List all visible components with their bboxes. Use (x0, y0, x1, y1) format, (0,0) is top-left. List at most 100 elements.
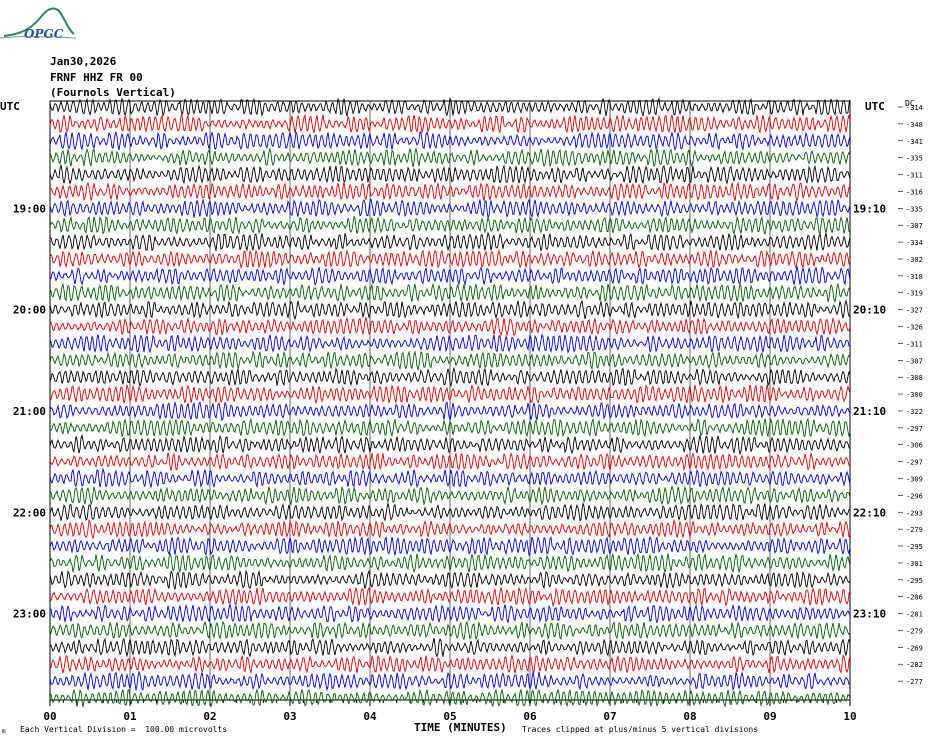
dc-offset-label: -295 (906, 543, 923, 551)
location-label: (Fournols Vertical) (50, 86, 176, 99)
dc-offset-label: -335 (906, 155, 923, 163)
seismic-trace (49, 282, 851, 304)
dc-offset-label: -318 (906, 273, 923, 281)
seismic-trace (49, 147, 851, 168)
x-tick-label: 05 (443, 710, 456, 723)
seismic-trace (49, 467, 851, 489)
seismic-trace (49, 400, 851, 422)
x-tick-label: 02 (203, 710, 216, 723)
right-hour-label: 23:10 (853, 608, 886, 621)
seismic-trace (49, 249, 851, 270)
seismic-trace (49, 265, 851, 287)
x-tick-label: 08 (683, 710, 696, 723)
x-tick-label: 00 (43, 710, 56, 723)
dc-offset-label: -307 (906, 222, 923, 230)
seismic-trace (49, 551, 851, 574)
dc-offset-label: -269 (906, 644, 923, 652)
dc-offset-label: -322 (906, 408, 923, 416)
x-tick-label: 01 (123, 710, 137, 723)
dc-offset-label: -316 (906, 188, 923, 196)
x-tick-label: 07 (603, 710, 616, 723)
seismic-trace (49, 653, 851, 675)
clip-note: Traces clipped at plus/minus 5 vertical … (522, 725, 759, 734)
seismic-trace (49, 215, 851, 236)
opgc-logo (0, 7, 77, 39)
seismic-trace (49, 181, 851, 202)
dc-offset-label: -311 (906, 340, 923, 348)
dc-offset-label: -348 (906, 121, 923, 129)
seismic-trace (49, 569, 851, 590)
left-hour-label: 23:00 (13, 608, 46, 621)
seismic-trace (49, 299, 851, 321)
dc-offset-label: -308 (906, 374, 923, 382)
seismic-trace (49, 96, 851, 118)
dc-offset-label: -302 (906, 256, 923, 264)
dc-offset-label: -279 (906, 526, 923, 534)
dc-offset-label: -327 (906, 307, 923, 315)
seismic-trace (49, 688, 851, 709)
seismic-trace (49, 535, 851, 557)
right-hour-label: 22:10 (853, 506, 886, 519)
seismic-trace (49, 350, 851, 372)
dc-offset-label: -307 (906, 357, 923, 365)
seismic-trace (49, 433, 851, 456)
date-label: Jan30,2026 (50, 55, 117, 68)
seismic-trace (49, 620, 851, 641)
seismic-trace (49, 501, 851, 522)
dc-offset-label: -319 (906, 290, 923, 298)
seismic-trace (49, 333, 851, 354)
x-tick-label: 03 (283, 710, 296, 723)
x-tick-label: 06 (523, 710, 537, 723)
seismic-trace (49, 113, 851, 135)
left-hour-label: 20:00 (13, 304, 46, 317)
dc-offset-label: -296 (906, 492, 923, 500)
seismic-trace (49, 451, 851, 472)
dc-offset-label: -309 (906, 475, 923, 483)
logo-text: OPGC (24, 27, 64, 41)
dc-offset-label: -282 (906, 661, 923, 669)
seismic-trace (49, 383, 851, 405)
x-tick-label: 04 (363, 710, 377, 723)
x-axis-label: TIME (MINUTES) (414, 721, 507, 734)
dc-offset-label: -293 (906, 509, 923, 517)
dc-offset-label: -279 (906, 627, 923, 635)
dc-offset-label: -314 (906, 104, 923, 112)
seismic-trace (49, 163, 851, 185)
dc-offset-label: -297 (906, 459, 923, 467)
seismic-trace (49, 637, 851, 658)
corner-mark: m (2, 728, 6, 735)
seismic-trace (49, 417, 851, 438)
dc-offset-label: -300 (906, 391, 923, 399)
dc-offset-label: -277 (906, 678, 923, 686)
station-label: FRNF HHZ FR 00 (50, 71, 143, 84)
seismic-trace (49, 316, 851, 337)
scale-note: Each Vertical Division = 100.00 microvol… (20, 725, 228, 734)
right-hour-label: 21:10 (853, 405, 886, 418)
seismic-trace (49, 518, 851, 540)
dc-label: DC (905, 99, 915, 108)
seismic-trace (49, 198, 851, 220)
dc-offset-label: -335 (906, 205, 923, 213)
seismic-trace (49, 366, 851, 388)
left-hour-label: 21:00 (13, 405, 46, 418)
dc-offset-label: -297 (906, 425, 923, 433)
left-hour-label: 22:00 (13, 506, 46, 519)
seismic-trace (49, 586, 851, 608)
dc-offset-label: -341 (906, 138, 923, 146)
right-hour-label: 20:10 (853, 304, 886, 317)
dc-offset-label: -295 (906, 577, 923, 585)
dc-offset-label: -301 (906, 560, 923, 568)
x-tick-label: 10 (843, 710, 856, 723)
dc-offset-label: -286 (906, 594, 923, 602)
dc-offset-label: -311 (906, 172, 923, 180)
dc-offset-label: -306 (906, 442, 923, 450)
seismic-trace (49, 130, 851, 151)
seismic-trace (49, 670, 851, 692)
dc-offset-label: -281 (906, 611, 923, 619)
dc-offset-label: -334 (906, 239, 923, 247)
x-tick-label: 09 (763, 710, 776, 723)
seismic-trace (49, 231, 851, 252)
left-utc-label: UTC (0, 100, 20, 113)
seismic-trace (49, 484, 851, 506)
